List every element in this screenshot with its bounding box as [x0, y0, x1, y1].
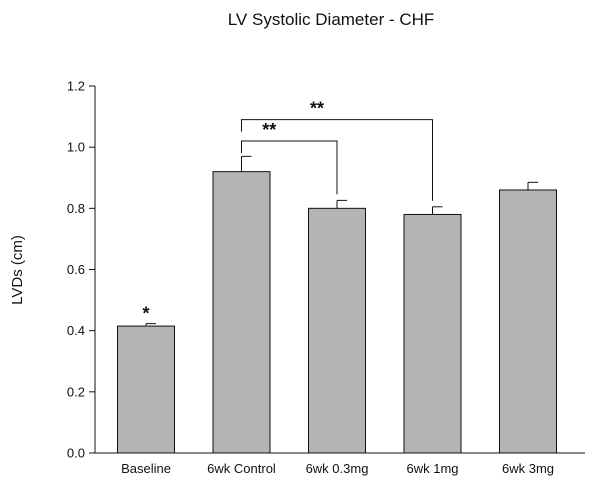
chart-title: LV Systolic Diameter - CHF — [227, 10, 435, 29]
y-tick-label-2: 0.4 — [67, 323, 85, 338]
error-bars-group — [145, 155, 538, 327]
bar-0 — [117, 325, 175, 454]
bracket-1 — [241, 119, 433, 201]
x-tick-label-1: 6wk Control — [207, 461, 276, 476]
bar-4 — [499, 189, 557, 454]
x-tick-label-4: 6wk 3mg — [502, 461, 554, 476]
bar-2 — [308, 207, 366, 454]
annotations-group: ***** — [142, 99, 433, 324]
y-tick-label-4: 0.8 — [67, 201, 85, 216]
bracket-label-1: ** — [310, 99, 324, 119]
bracket-label-0: ** — [262, 120, 276, 140]
axes-group: Baseline 6wk Control 6wk 0.3mg 6wk 1mg 6wk 3… — [67, 79, 585, 476]
y-tick-label-6: 1.2 — [67, 79, 85, 94]
y-tick-label-3: 0.6 — [67, 262, 85, 277]
bar-1 — [212, 171, 271, 454]
bracket-0 — [241, 140, 338, 195]
x-tick-label-0: Baseline — [121, 461, 171, 476]
y-tick-label-1: 0.2 — [67, 384, 85, 399]
x-tick-label-3: 6wk 1mg — [406, 461, 458, 476]
bar-3 — [403, 213, 462, 454]
bars-group — [117, 171, 557, 454]
x-tick-label-2: 6wk 0.3mg — [306, 461, 369, 476]
y-tick-label-0: 0.0 — [67, 446, 85, 461]
significance-label-0: * — [142, 304, 149, 324]
y-tick-label-5: 1.0 — [67, 140, 85, 155]
y-axis-title: LVDs (cm) — [9, 235, 26, 305]
